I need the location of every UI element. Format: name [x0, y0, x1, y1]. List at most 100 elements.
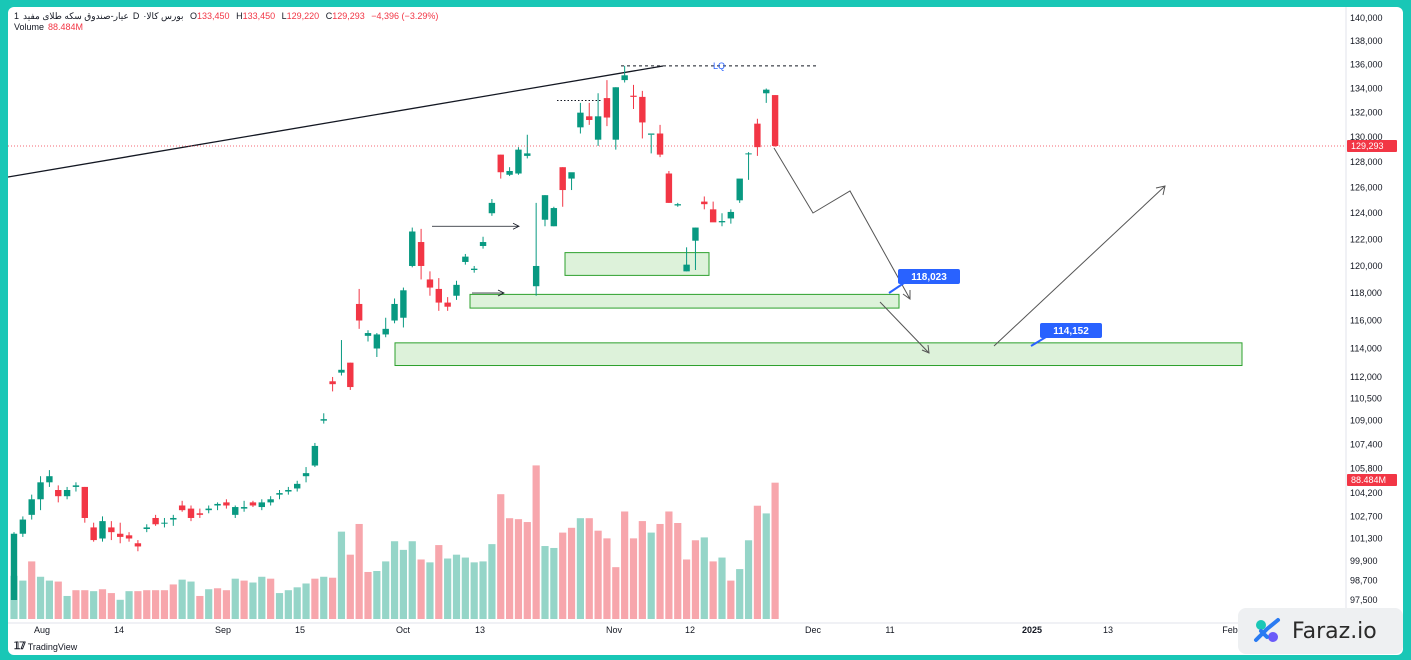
y-tick-label: 118,000 — [1350, 288, 1382, 298]
candle-body — [294, 483, 301, 489]
y-tick-label: 138,000 — [1350, 36, 1383, 46]
ohlc-low: 129,220 — [286, 11, 320, 21]
y-tick-label: 101,300 — [1350, 533, 1383, 543]
volume-bar — [736, 569, 744, 619]
volume-bar — [594, 530, 602, 619]
candle-body — [90, 527, 97, 541]
volume-bar — [19, 580, 27, 619]
volume-bar — [134, 591, 142, 619]
volume-bar — [107, 593, 115, 619]
volume-bar — [426, 562, 434, 619]
volume-label: Volume — [14, 22, 45, 32]
volume-bar — [470, 562, 478, 619]
candle-body — [329, 381, 336, 385]
x-tick-label: Dec — [805, 625, 822, 635]
candle-body — [524, 153, 531, 156]
candle-body — [249, 502, 257, 506]
volume-bar — [709, 561, 717, 619]
volume-bar — [399, 549, 407, 619]
ohlc-high-label: H — [236, 11, 243, 21]
volume-bar — [169, 584, 177, 619]
volume-bar — [249, 582, 257, 619]
candle-body — [586, 116, 593, 120]
volume-bar — [727, 580, 735, 619]
volume-bar — [753, 505, 761, 619]
candle-body — [550, 208, 558, 227]
last-price-tag — [1347, 139, 1397, 152]
candle-body — [621, 75, 628, 81]
x-tick-label: 14 — [114, 625, 124, 635]
candle-body — [276, 493, 283, 495]
tradingview-branding[interactable]: 𝟙𝟟 TradingView — [14, 641, 77, 652]
candle-body — [453, 284, 460, 296]
candle-body — [603, 98, 611, 118]
candle-body — [178, 505, 186, 511]
volume-bar — [178, 579, 186, 619]
candle-body — [532, 265, 540, 287]
demand-zone-3 — [394, 342, 1243, 367]
candle-body — [692, 227, 699, 241]
volume-bar — [683, 559, 691, 619]
candle-body — [648, 133, 655, 135]
volume-bar — [90, 591, 98, 619]
volume-bar — [81, 590, 89, 619]
volume-bar — [497, 494, 505, 619]
volume-bar — [550, 547, 558, 619]
candle-body — [674, 204, 681, 206]
candle-body — [639, 96, 646, 123]
y-tick-label: 105,800 — [1350, 464, 1383, 474]
candle-body — [515, 149, 522, 174]
volume-bar — [54, 581, 62, 619]
candle-body — [364, 333, 372, 336]
last-price-label: 129,293 — [1351, 141, 1384, 151]
volume-bar — [629, 538, 638, 619]
candle-body — [214, 503, 221, 506]
volume-bar — [390, 541, 399, 619]
target-118023-pointer — [888, 282, 905, 294]
volume-bar — [160, 590, 169, 619]
price-chart[interactable]: 140,000 138,000 136,000 134,000 132,000 130,0… — [8, 7, 1403, 655]
volume-bar — [143, 590, 151, 619]
volume-bar — [444, 558, 452, 619]
volume-bar — [576, 518, 584, 619]
faraz-label: Faraz.io — [1292, 618, 1377, 644]
trend-line — [8, 65, 664, 178]
candle-body — [568, 172, 575, 179]
faraz-watermark: Faraz.io — [1238, 608, 1403, 654]
y-tick-label: 110,500 — [1350, 394, 1382, 404]
candle-body — [143, 527, 150, 529]
volume-bar — [656, 523, 664, 619]
y-tick-label: 97,500 — [1350, 595, 1378, 605]
volume-bar — [700, 537, 708, 619]
candle-body — [577, 112, 584, 128]
target-114152-label: 114,152 — [1053, 326, 1089, 337]
candle-body — [709, 209, 717, 223]
y-tick-label: 114,000 — [1350, 343, 1382, 353]
volume-bar — [258, 576, 266, 619]
ohlc-open-label: O — [190, 11, 198, 21]
volume-bar — [541, 546, 549, 619]
y-tick-label: 122,000 — [1350, 234, 1383, 244]
volume-bar — [567, 527, 576, 619]
candle-body — [497, 154, 504, 173]
y-tick-label: 134,000 — [1350, 83, 1383, 93]
x-tick-label: 12 — [685, 625, 695, 635]
volume-bar — [532, 465, 540, 619]
volume-bar — [382, 561, 390, 619]
volume-bar — [603, 538, 611, 619]
symbol-number: 1 — [14, 11, 20, 21]
volume-bar — [647, 532, 655, 619]
volume-bar — [364, 571, 372, 619]
candle-body — [258, 502, 265, 508]
candle-body — [28, 499, 35, 515]
candle-body — [559, 167, 566, 191]
volume-bar — [744, 540, 753, 619]
candle-body — [426, 279, 434, 288]
y-tick-label: 107,400 — [1350, 439, 1383, 449]
volume-bar — [621, 511, 629, 619]
volume-bar — [329, 577, 337, 619]
candle-body — [205, 508, 212, 511]
candle-body — [19, 519, 27, 534]
candle-body — [479, 242, 487, 246]
demand-zone-2 — [469, 293, 900, 309]
